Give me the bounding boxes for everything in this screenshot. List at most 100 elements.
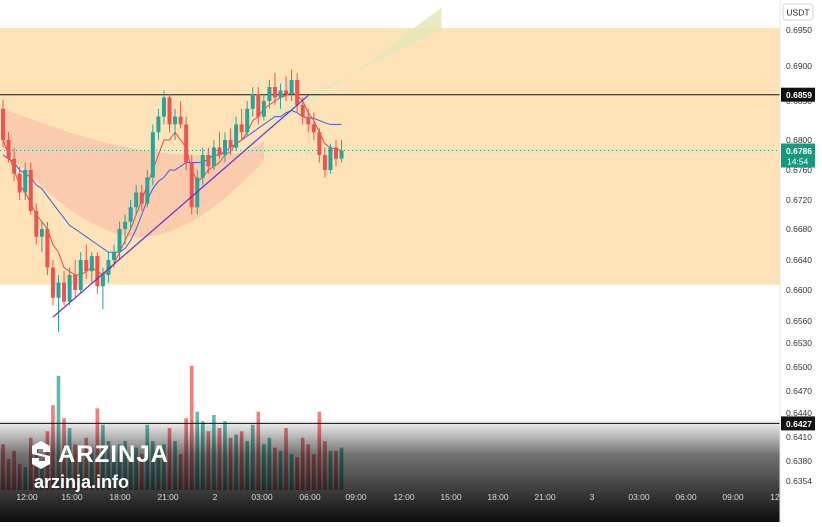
price-axis [780,0,822,522]
currency-label: USDT [786,8,809,18]
candle-body [267,87,272,101]
candle-body [67,275,72,302]
x-tick-label: 21:00 [157,492,179,502]
y-tick-label: 0.6500 [786,362,812,372]
candle-body [228,140,233,148]
x-tick-label: 06:00 [675,492,697,502]
level-price-label: 0.6427 [786,419,812,429]
x-tick-label: 2 [213,492,218,502]
candle-body [84,260,89,272]
candle-body [161,97,166,117]
x-tick-label: 12:00 [16,492,38,502]
candle-body [173,116,178,125]
candle-body [106,260,111,275]
candle-body [17,173,22,193]
brand-logo-icon [32,441,50,469]
candle-body [139,192,144,204]
candle-body [73,275,78,290]
candle-body [189,162,194,208]
candle-body [28,170,33,211]
x-tick-label: 3 [590,492,595,502]
current-price-label: 0.6786 [786,146,812,156]
candle-body [234,124,239,148]
x-tick-label: 03:00 [251,492,273,502]
y-tick-label: 0.6640 [786,255,812,265]
candle-body [128,207,133,222]
y-tick-label: 0.6530 [786,338,812,348]
candle-countdown-label: 14:54 [787,157,809,167]
candle-body [89,256,94,272]
candle-body [300,104,305,117]
candle-body [100,275,105,287]
candle-body [45,229,50,268]
level-price-label: 0.6859 [786,90,812,100]
candle-body [322,155,327,170]
candle-body [112,252,116,260]
candle-body [272,87,277,98]
candle-body [217,147,222,155]
x-tick-label: 09:00 [345,492,367,502]
candle-body [39,229,44,237]
candle-body [223,140,227,155]
candle-body [145,177,150,204]
y-tick-label: 0.6900 [786,61,812,71]
bottom-fade [0,418,780,522]
watermark: ARZINJA arzinja.info [30,440,169,493]
x-tick-label: 18:00 [109,492,131,502]
level-price-tag [781,87,815,102]
y-tick-label: 0.6560 [786,316,812,326]
candle-body [245,108,250,133]
candle-body [178,116,183,125]
current-price-tag [781,143,815,168]
candle-body [278,90,283,98]
candle-body [200,155,205,178]
ichimoku-base-line [2,109,342,253]
candle-body [12,158,17,174]
x-tick-label: 12 [770,492,780,502]
candle-body [256,94,261,117]
candle-body [1,108,5,140]
x-tick-label: 18:00 [487,492,509,502]
candle-body [95,256,100,287]
y-tick-label: 0.6800 [786,135,812,145]
candle-body [284,90,289,94]
x-tick-label: 15:00 [61,492,83,502]
y-tick-label: 0.6440 [786,408,812,418]
candle-body [50,267,55,298]
brand-title: ARZINJA [58,441,170,468]
candle-body [311,124,316,133]
candle-body [261,101,266,117]
candle-body [250,94,255,109]
y-tick-label: 0.6380 [786,456,812,466]
candle-body [117,229,122,253]
y-tick-label: 0.6410 [786,432,812,442]
candle-body [23,170,28,193]
candle-body [295,80,300,105]
candle-body [56,282,61,298]
level-price-tag [781,416,815,431]
y-tick-label: 0.6470 [786,386,812,396]
candle-body [156,116,161,133]
candle-body [184,124,189,163]
candle-body [317,132,322,155]
x-tick-label: 06:00 [299,492,321,502]
candle-body [289,80,294,94]
candle-body [339,150,344,159]
y-tick-label: 0.6720 [786,195,812,205]
candle-body [134,192,139,208]
candle-body [306,116,311,125]
candle-body [34,210,39,237]
y-tick-label: 0.6680 [786,224,812,234]
candle-body [328,147,333,170]
candle-body [206,155,211,167]
currency-box [782,3,814,21]
candle-body [334,147,338,159]
x-tick-label: 12:00 [393,492,415,502]
brand-url: arzinja.info [34,472,130,492]
candle-body [62,282,67,302]
y-tick-label: 0.6354 [786,476,812,486]
trendline [52,94,309,318]
x-tick-label: 03:00 [628,492,650,502]
